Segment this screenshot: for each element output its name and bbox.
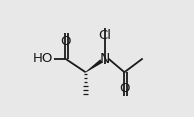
Text: O: O: [119, 82, 130, 95]
Text: N: N: [100, 51, 110, 66]
Text: HO: HO: [33, 52, 54, 65]
Polygon shape: [85, 59, 103, 73]
Text: O: O: [60, 35, 70, 48]
Text: Cl: Cl: [99, 29, 112, 42]
